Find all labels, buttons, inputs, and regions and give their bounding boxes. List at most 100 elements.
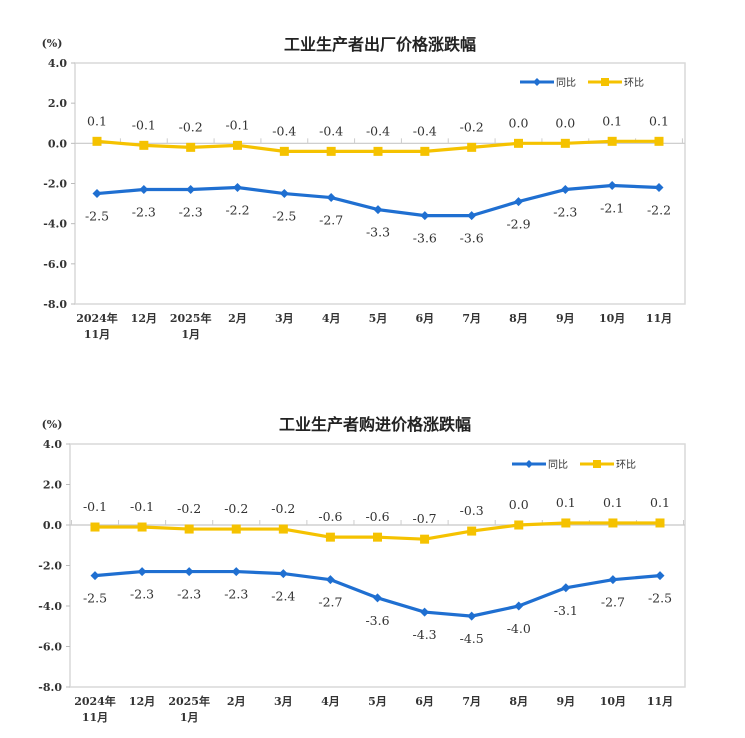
data-label-同比: -2.5 bbox=[83, 591, 107, 606]
data-label-同比: -2.5 bbox=[648, 591, 672, 606]
data-point-同比 bbox=[420, 211, 430, 221]
data-label-同比: -3.6 bbox=[365, 613, 389, 628]
data-point-环比 bbox=[139, 140, 149, 150]
data-point-同比 bbox=[655, 571, 665, 581]
legend-marker bbox=[593, 460, 601, 468]
x-tick-label-line: 11月 bbox=[84, 328, 110, 341]
data-label-环比: 0.1 bbox=[602, 113, 622, 128]
x-tick-label: 2025年 1月 bbox=[170, 311, 212, 341]
data-point-环比 bbox=[90, 522, 100, 532]
data-point-环比 bbox=[514, 138, 523, 148]
data-point-环比 bbox=[467, 142, 477, 152]
data-point-环比 bbox=[184, 524, 194, 534]
x-tick-label: 12月 bbox=[131, 312, 157, 325]
x-tick-label-line: 4月 bbox=[321, 695, 340, 708]
x-tick-label-line: 3月 bbox=[274, 695, 293, 708]
data-label-环比: -0.4 bbox=[272, 123, 296, 138]
data-label-环比: -0.2 bbox=[224, 501, 248, 516]
x-tick-label: 5月 bbox=[368, 695, 387, 708]
x-tick-label: 4月 bbox=[322, 312, 341, 325]
x-tick-label-line: 7月 bbox=[462, 312, 481, 325]
y-axis-unit: (%) bbox=[42, 418, 63, 431]
x-tick-label: 10月 bbox=[599, 312, 625, 325]
data-point-同比 bbox=[139, 185, 149, 195]
data-point-同比 bbox=[325, 575, 335, 585]
data-point-同比 bbox=[186, 185, 196, 195]
x-tick-label: 6月 bbox=[416, 312, 435, 325]
data-label-环比: 0.1 bbox=[603, 495, 623, 510]
data-point-同比 bbox=[92, 189, 102, 199]
data-label-环比: 0.0 bbox=[509, 497, 529, 512]
data-point-同比 bbox=[184, 567, 194, 577]
data-label-环比: -0.1 bbox=[130, 499, 154, 514]
x-tick-label: 8月 bbox=[509, 695, 528, 708]
data-label-环比: -0.7 bbox=[413, 511, 437, 526]
data-point-环比 bbox=[278, 524, 288, 534]
data-point-同比 bbox=[373, 205, 383, 215]
data-point-同比 bbox=[560, 185, 570, 195]
plot-frame bbox=[69, 443, 686, 688]
x-tick-label-line: 11月 bbox=[647, 695, 673, 708]
x-tick-label-line: 2025年 bbox=[168, 694, 210, 708]
data-point-环比 bbox=[373, 146, 383, 156]
data-label-环比: -0.2 bbox=[460, 119, 484, 134]
x-tick-label-line: 5月 bbox=[369, 312, 388, 325]
chart-title: 工业生产者购进价格涨跌幅 bbox=[279, 415, 471, 434]
x-tick-label: 12月 bbox=[129, 695, 155, 708]
x-tick-label-line: 9月 bbox=[556, 312, 575, 325]
chart-2: 工业生产者购进价格涨跌幅 (%) 4.0 2.0 0.0 -2.0 -4.0 -6.0 -8.0… bbox=[38, 415, 686, 724]
x-tick-label-line: 3月 bbox=[275, 312, 294, 325]
data-label-同比: -2.5 bbox=[85, 209, 109, 224]
data-point-环比 bbox=[326, 146, 336, 156]
data-point-环比 bbox=[608, 518, 618, 528]
data-label-环比: -0.1 bbox=[132, 117, 156, 132]
data-point-环比 bbox=[561, 518, 571, 528]
x-tick-label: 10月 bbox=[600, 695, 626, 708]
data-label-同比: -2.3 bbox=[179, 205, 203, 220]
x-tick-label-line: 8月 bbox=[509, 695, 528, 708]
x-tick-label-line: 2月 bbox=[228, 312, 247, 325]
data-label-同比: -4.0 bbox=[507, 621, 531, 636]
data-label-环比: -0.4 bbox=[366, 123, 390, 138]
data-label-同比: -3.3 bbox=[366, 225, 390, 240]
data-point-环比 bbox=[420, 534, 430, 544]
x-tick-label-line: 10月 bbox=[599, 312, 625, 325]
y-tick-label: -2.0 bbox=[38, 560, 62, 573]
x-tick-label-line: 5月 bbox=[368, 695, 387, 708]
legend-label-同比: 同比 bbox=[548, 459, 568, 471]
y-tick-label: -8.0 bbox=[43, 298, 67, 311]
x-tick-label: 9月 bbox=[557, 695, 576, 708]
data-label-环比: 0.1 bbox=[556, 495, 576, 510]
y-tick-label: 4.0 bbox=[48, 57, 67, 70]
x-tick-label-line: 10月 bbox=[600, 695, 626, 708]
data-label-同比: -3.6 bbox=[460, 231, 484, 246]
data-point-环比 bbox=[514, 520, 524, 530]
data-label-环比: 0.1 bbox=[649, 113, 669, 128]
x-tick-label: 5月 bbox=[369, 312, 388, 325]
x-tick-label-line: 11月 bbox=[646, 312, 672, 325]
data-point-环比 bbox=[325, 532, 335, 542]
data-point-环比 bbox=[560, 138, 570, 148]
x-tick-label: 2024年 11月 bbox=[74, 694, 116, 724]
data-label-环比: 0.0 bbox=[509, 115, 529, 130]
x-tick-label-line: 11月 bbox=[82, 711, 108, 724]
x-tick-label-line: 7月 bbox=[462, 695, 481, 708]
data-point-同比 bbox=[607, 181, 617, 191]
data-point-环比 bbox=[373, 532, 382, 542]
data-point-同比 bbox=[233, 183, 242, 193]
legend-marker bbox=[601, 78, 609, 86]
data-label-同比: -4.5 bbox=[460, 631, 484, 646]
y-tick-label: -4.0 bbox=[43, 218, 67, 231]
data-label-环比: -0.4 bbox=[413, 123, 437, 138]
data-point-同比 bbox=[608, 575, 618, 585]
data-label-环比: -0.6 bbox=[318, 509, 342, 524]
x-tick-label-line: 4月 bbox=[322, 312, 341, 325]
data-label-同比: -2.1 bbox=[600, 201, 624, 216]
x-tick-label: 11月 bbox=[646, 312, 672, 325]
data-point-环比 bbox=[467, 526, 477, 536]
x-tick-label: 2月 bbox=[227, 695, 246, 708]
x-tick-label: 8月 bbox=[509, 312, 528, 325]
y-tick-label: 4.0 bbox=[43, 438, 62, 451]
data-point-同比 bbox=[467, 611, 477, 621]
